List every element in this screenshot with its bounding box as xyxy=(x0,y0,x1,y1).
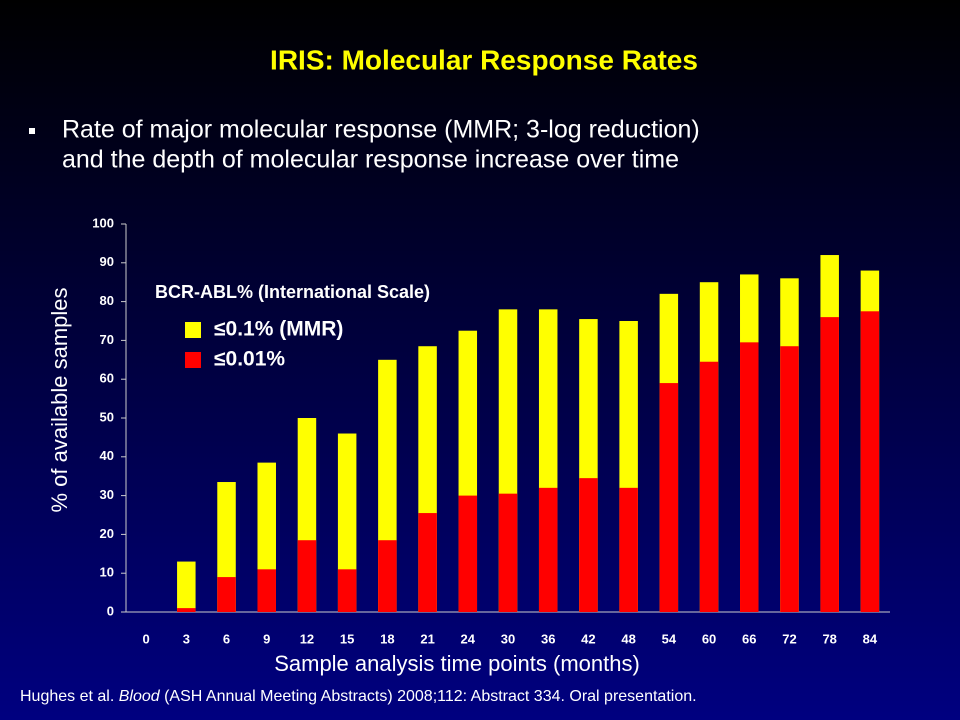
y-tick-label: 10 xyxy=(100,565,114,580)
bar xyxy=(659,383,679,612)
bar xyxy=(579,478,598,612)
x-axis-label: Sample analysis time points (months) xyxy=(274,651,640,676)
footnote-part: Hughes et al. xyxy=(20,688,119,705)
legend-swatch xyxy=(185,352,201,368)
x-tick-label: 60 xyxy=(702,631,716,646)
bullet-text: and the depth of molecular response incr… xyxy=(62,146,679,174)
y-tick-label: 70 xyxy=(100,332,114,347)
y-tick-label: 90 xyxy=(100,254,114,269)
bar xyxy=(498,493,518,612)
footnote: Hughes et al. Blood (ASH Annual Meeting … xyxy=(20,688,697,705)
slide-title: IRIS: Molecular Response Rates xyxy=(270,44,698,75)
y-tick-label: 40 xyxy=(100,448,114,463)
bar xyxy=(860,311,880,612)
x-tick-label: 48 xyxy=(621,631,635,646)
x-tick-label: 78 xyxy=(822,631,836,646)
x-tick-label: 0 xyxy=(142,631,149,646)
bar xyxy=(619,487,638,612)
bar xyxy=(378,540,397,612)
bar xyxy=(780,346,799,612)
bar xyxy=(699,361,719,612)
x-tick-label: 24 xyxy=(461,631,476,646)
bar xyxy=(257,569,276,612)
bar xyxy=(337,433,357,612)
bar xyxy=(337,569,357,612)
bar xyxy=(458,495,478,612)
bar xyxy=(820,317,839,612)
x-tick-label: 12 xyxy=(300,631,314,646)
legend-title: BCR-ABL% (International Scale) xyxy=(155,282,430,302)
x-tick-label: 9 xyxy=(263,631,270,646)
y-axis-label: % of available samples xyxy=(47,287,72,512)
legend-label: ≤0.01% xyxy=(214,348,285,371)
y-tick-label: 60 xyxy=(100,371,114,386)
bar xyxy=(297,540,317,612)
x-tick-label: 30 xyxy=(501,631,515,646)
legend-label: ≤0.1% (MMR) xyxy=(214,318,343,341)
x-tick-label: 3 xyxy=(183,631,190,646)
y-tick-label: 20 xyxy=(100,526,114,541)
y-tick-label: 50 xyxy=(100,409,114,424)
y-tick-label: 0 xyxy=(107,603,114,618)
y-tick-label: 30 xyxy=(100,487,114,502)
x-tick-label: 54 xyxy=(662,631,677,646)
x-tick-label: 66 xyxy=(742,631,756,646)
y-tick-label: 80 xyxy=(100,293,114,308)
x-tick-label: 21 xyxy=(420,631,434,646)
y-tick-label: 100 xyxy=(92,215,114,230)
bar xyxy=(217,577,236,612)
bullet-text: Rate of major molecular response (MMR; 3… xyxy=(62,116,700,144)
footnote-part: (ASH Annual Meeting Abstracts) 2008;112:… xyxy=(160,688,697,705)
bar xyxy=(418,513,437,612)
x-tick-label: 72 xyxy=(782,631,796,646)
bar xyxy=(740,342,759,612)
x-tick-label: 18 xyxy=(380,631,394,646)
x-tick-label: 15 xyxy=(340,631,354,646)
bullet-marker xyxy=(29,128,35,134)
bar xyxy=(538,487,558,612)
legend-swatch xyxy=(185,322,201,338)
bar xyxy=(177,561,196,612)
x-tick-label: 6 xyxy=(223,631,230,646)
footnote-part: Blood xyxy=(119,688,161,705)
bar xyxy=(177,608,196,612)
x-tick-label: 42 xyxy=(581,631,595,646)
x-tick-label: 36 xyxy=(541,631,555,646)
x-tick-label: 84 xyxy=(863,631,878,646)
